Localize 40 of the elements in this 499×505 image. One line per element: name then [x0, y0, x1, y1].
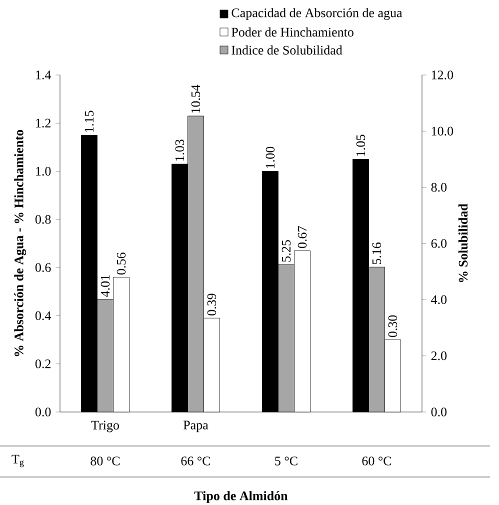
data-label: 0.56	[116, 252, 126, 274]
y-tick-label: 0.2	[35, 359, 50, 368]
y-tick-label: 1.2	[36, 118, 50, 128]
data-label: 5.25	[282, 240, 291, 262]
y2-tick-label: 4.0	[431, 295, 447, 304]
y-tick-label: 1.0	[36, 166, 51, 176]
legend-label: Indice de Solubilidad	[232, 45, 342, 55]
y2-tick-label: 0.0	[431, 408, 447, 416]
x-axis-title: Tipo de Almidón	[194, 491, 288, 503]
text: 80 °C	[90, 456, 120, 466]
y-tick-label: 0.0	[35, 408, 51, 416]
data-label: 1.15	[84, 110, 94, 132]
y-tick-label: 0.8	[35, 215, 51, 224]
y-axis-title: % Absorción de Agua - % Hinchamiento	[14, 130, 26, 356]
legend-label: Poder de Hinchamiento	[232, 27, 354, 37]
y-tick-label: 1.4	[36, 70, 52, 80]
text: 60 °C	[362, 456, 392, 466]
data-label: 4.01	[100, 275, 110, 297]
y2-tick-label: 2.0	[431, 351, 447, 360]
text: 66 °C	[181, 456, 210, 466]
y2-axis-title: % Solubilidad	[458, 204, 468, 282]
y-tick-label: 0.4	[35, 311, 52, 320]
y2-tick-label: 8.0	[431, 182, 447, 192]
data-label: 10.54	[191, 84, 200, 113]
data-label: 0.67	[298, 226, 307, 248]
x-tick-label: Papa	[183, 420, 208, 432]
text: T$_{g}$	[12, 454, 24, 468]
y2-tick-label: 12.0	[432, 70, 454, 80]
legend-label: Capacidad de Absorción de agua	[232, 8, 402, 20]
x-tick-label: Trigo	[91, 420, 119, 432]
data-label: 0.30	[388, 315, 398, 338]
y-tick-label: 0.6	[35, 263, 51, 272]
data-label: 5.16	[372, 242, 382, 264]
data-label: 1.03	[175, 140, 184, 161]
y2-tick-label: 6.0	[431, 239, 447, 248]
y2-tick-label: 10.0	[432, 126, 454, 136]
data-label: 0.39	[207, 294, 216, 316]
data-label: 1.05	[356, 134, 366, 156]
data-label: 1.00	[266, 146, 275, 168]
text: 5 °C	[275, 456, 298, 466]
